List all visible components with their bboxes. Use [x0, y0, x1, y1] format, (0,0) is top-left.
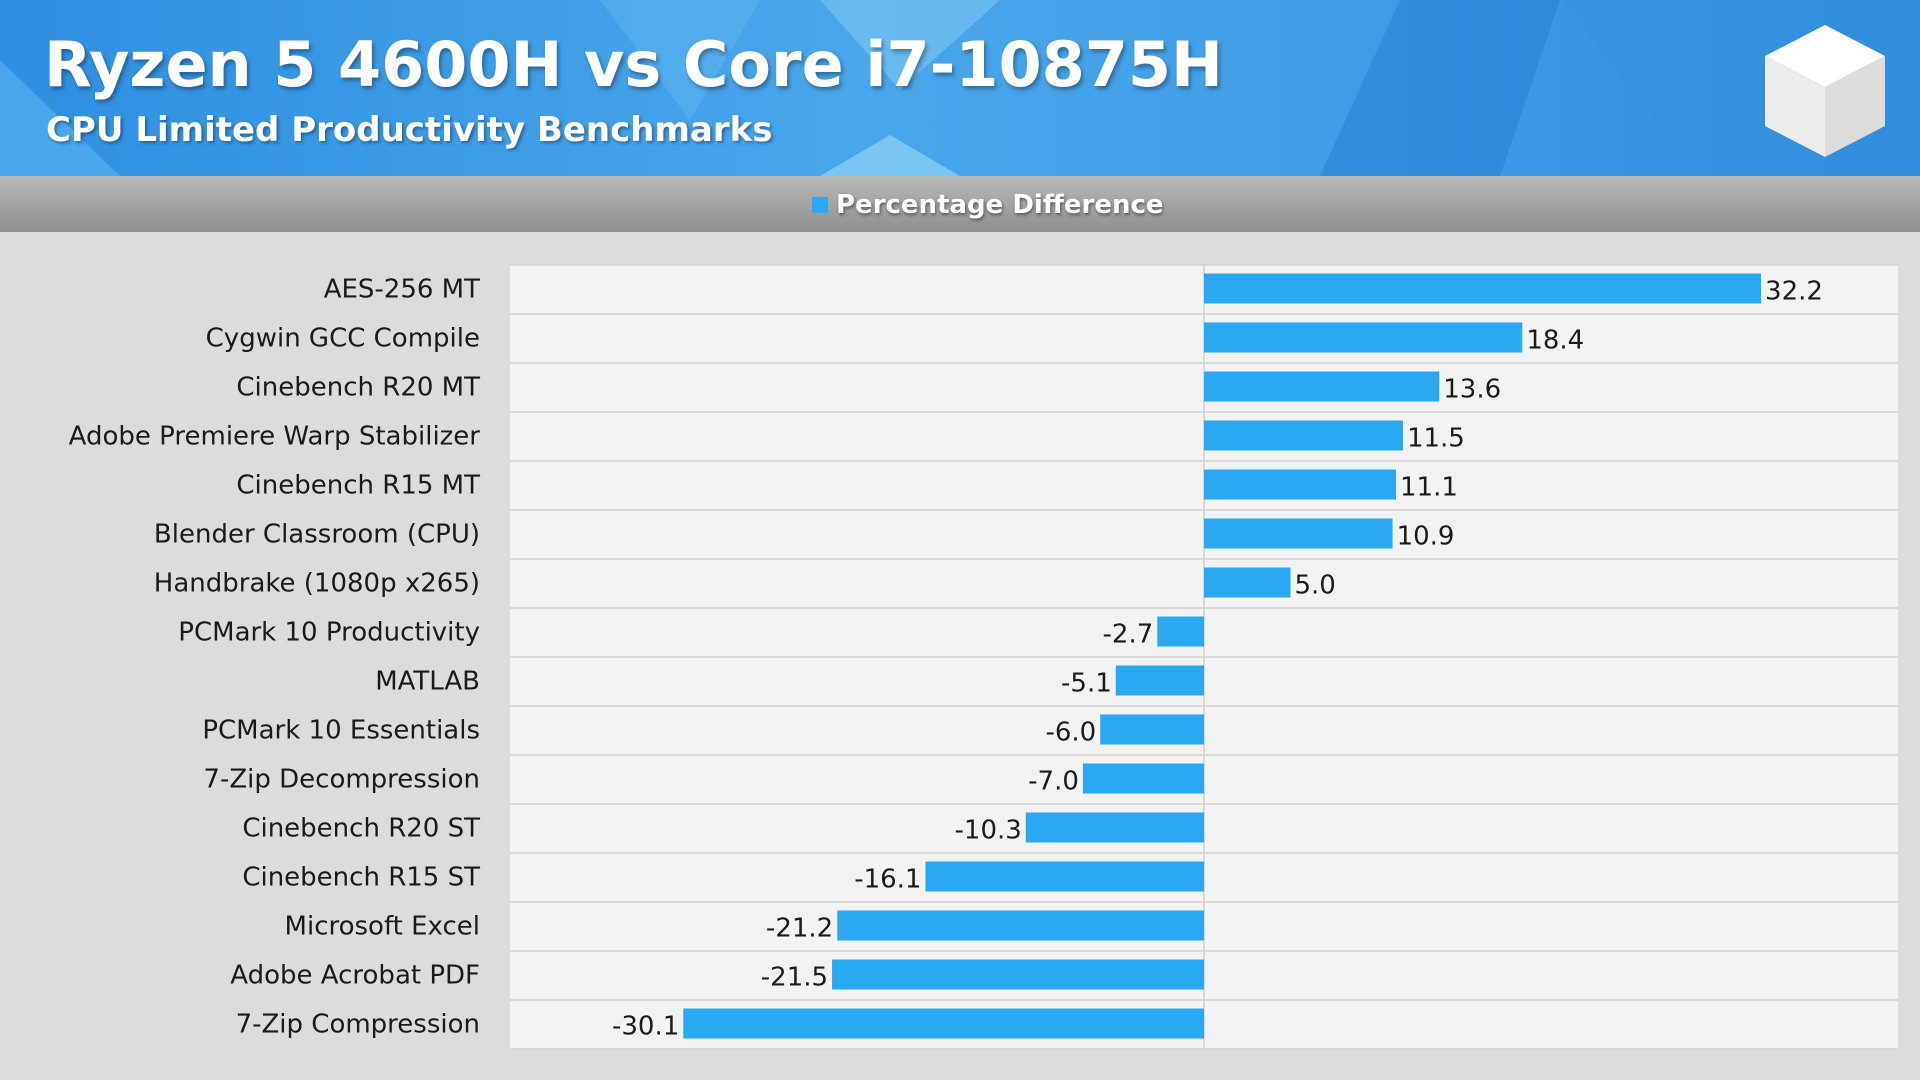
category-label: Blender Classroom (CPU) [154, 520, 480, 550]
legend-label: Percentage Difference [836, 190, 1164, 220]
bar [1204, 420, 1403, 451]
cube-logo-icon [1765, 25, 1885, 157]
value-label: 10.9 [1397, 522, 1455, 552]
bar [837, 910, 1204, 941]
value-label: -2.7 [1103, 620, 1154, 650]
value-label: -10.3 [955, 816, 1022, 846]
category-label: Microsoft Excel [285, 912, 480, 942]
category-label: Handbrake (1080p x265) [154, 569, 480, 599]
category-label: Cinebench R15 MT [236, 471, 480, 501]
value-label: -21.2 [766, 914, 833, 944]
bar [1157, 616, 1204, 647]
category-labels: AES-256 MT Cygwin GCC Compile Cinebench R2… [69, 275, 481, 1040]
value-label: 13.6 [1443, 375, 1501, 405]
bar [1025, 812, 1204, 843]
bar [1204, 273, 1762, 304]
bar [1082, 763, 1204, 794]
bar [1204, 322, 1523, 353]
chart-title: Ryzen 5 4600H vs Core i7-10875H [44, 28, 1223, 101]
category-label: Cygwin GCC Compile [206, 324, 480, 354]
category-label: PCMark 10 Productivity [178, 618, 480, 648]
category-label: AES-256 MT [324, 275, 480, 305]
value-label: 5.0 [1295, 571, 1336, 601]
value-label: -5.1 [1061, 669, 1112, 699]
bar-chart: AES-256 MT Cygwin GCC Compile Cinebench R2… [69, 264, 1898, 1050]
category-label: 7-Zip Compression [236, 1010, 480, 1040]
chart-subtitle: CPU Limited Productivity Benchmarks [46, 110, 773, 150]
category-label: Cinebench R15 ST [242, 863, 480, 893]
bar [1115, 665, 1204, 696]
category-label: MATLAB [375, 667, 480, 697]
bar [1204, 567, 1291, 598]
bar [683, 1008, 1204, 1039]
value-label: 11.5 [1407, 424, 1465, 454]
category-label: PCMark 10 Essentials [202, 716, 480, 746]
bar [1204, 518, 1393, 549]
value-label: 18.4 [1526, 326, 1584, 356]
value-label: 32.2 [1765, 277, 1823, 307]
bar [832, 959, 1204, 990]
value-label: 11.1 [1400, 473, 1458, 503]
bar [925, 861, 1204, 892]
category-label: Cinebench R20 MT [236, 373, 480, 403]
value-label: -7.0 [1028, 767, 1079, 797]
value-label: -6.0 [1045, 718, 1096, 748]
bars [683, 273, 1762, 1039]
category-label: Adobe Acrobat PDF [230, 961, 480, 991]
legend-swatch [812, 197, 828, 213]
chart-header: Ryzen 5 4600H vs Core i7-10875H CPU Limi… [0, 0, 1920, 176]
chart-legend: Percentage Difference [812, 190, 1164, 220]
bar [1204, 371, 1440, 402]
value-label: -30.1 [612, 1012, 679, 1042]
legend-band: Percentage Difference [0, 176, 1920, 232]
bar [1100, 714, 1204, 745]
category-label: Cinebench R20 ST [242, 814, 480, 844]
value-labels: 32.2 18.4 13.6 11.5 11.1 10.9 5.0 -2.7 -5.1 -6.0 -… [612, 277, 1823, 1042]
value-label: -16.1 [854, 865, 921, 895]
bar [1204, 469, 1397, 500]
category-label: Adobe Premiere Warp Stabilizer [69, 422, 481, 452]
category-label: 7-Zip Decompression [203, 765, 480, 795]
value-label: -21.5 [761, 963, 828, 993]
